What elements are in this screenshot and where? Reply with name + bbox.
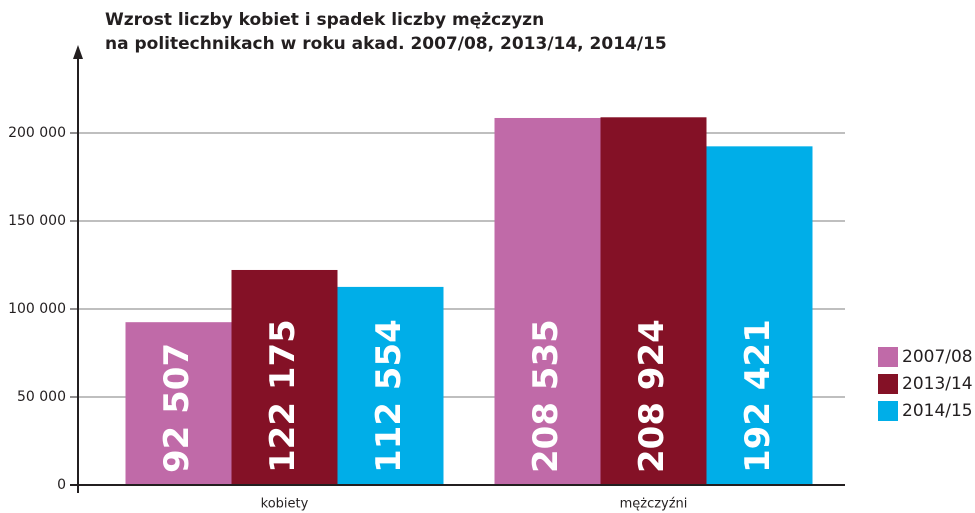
legend-label: 2013/14: [902, 374, 973, 394]
value-label: 122 175: [263, 319, 303, 473]
legend-label: 2007/08: [902, 347, 973, 367]
chart-title: Wzrost liczby kobiet i spadek liczby męż…: [105, 10, 544, 30]
bar: [337, 286, 444, 485]
bar: [600, 117, 707, 485]
value-label: 92 507: [157, 343, 197, 473]
value-label: 208 535: [526, 319, 566, 473]
value-label: 112 554: [369, 319, 409, 473]
chart-title: na politechnikach w roku akad. 2007/08, …: [105, 34, 667, 54]
x-tick-label: kobiety: [261, 497, 309, 512]
bar: [125, 322, 232, 485]
legend-swatch: [878, 401, 898, 421]
axis-arrow: [73, 45, 83, 59]
bar: [231, 269, 338, 485]
value-label: 208 924: [632, 319, 672, 473]
legend-swatch: [878, 347, 898, 367]
bar: [706, 146, 813, 485]
legend-label: 2014/15: [902, 401, 973, 421]
y-tick-label: 200 000: [8, 125, 66, 141]
x-tick-label: mężczyźni: [620, 497, 688, 512]
bar: [494, 117, 601, 486]
y-tick-label: 100 000: [8, 301, 66, 317]
value-label: 192 421: [738, 319, 778, 473]
legend-swatch: [878, 374, 898, 394]
y-tick-label: 150 000: [8, 213, 66, 229]
y-tick-label: 50 000: [17, 389, 66, 405]
y-tick-label: 0: [57, 477, 66, 493]
